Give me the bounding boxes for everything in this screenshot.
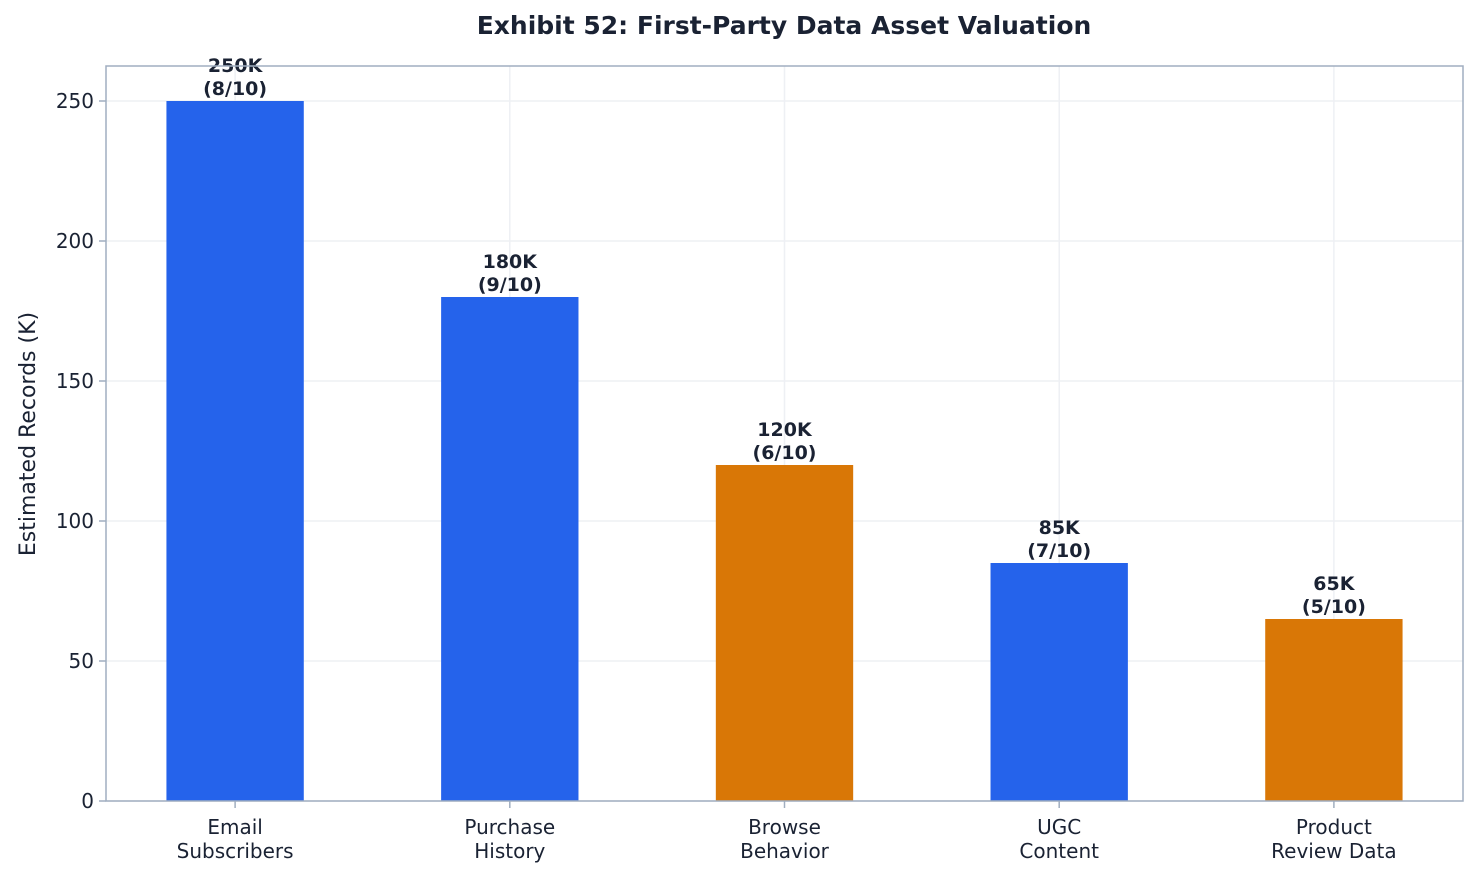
data-label: 65K [1313, 573, 1355, 595]
x-tick-label: Review Data [1271, 839, 1396, 863]
bar [1265, 619, 1403, 801]
bar [715, 465, 854, 801]
chart-title: Exhibit 52: First-Party Data Asset Valua… [477, 11, 1092, 40]
y-tick-label: 250 [56, 89, 94, 113]
bar [166, 101, 304, 801]
data-label: (8/10) [203, 78, 267, 100]
y-tick-label: 0 [81, 789, 94, 813]
data-label: (9/10) [478, 274, 542, 296]
x-tick-label: UGC [1037, 815, 1081, 839]
y-tick-label: 150 [56, 369, 94, 393]
x-tick-label: History [474, 839, 545, 863]
x-tick-label: Behavior [740, 839, 830, 863]
x-tick-label: Subscribers [177, 839, 294, 863]
plot-frame [105, 65, 1464, 802]
y-tick-label: 50 [69, 649, 94, 673]
x-tick-label: Browse [748, 815, 821, 839]
data-label: (6/10) [753, 442, 817, 464]
data-label: (5/10) [1302, 596, 1366, 618]
data-label: (7/10) [1027, 540, 1091, 562]
y-axis-label: Estimated Records (K) [16, 312, 41, 556]
x-tick-label: Email [207, 815, 263, 839]
bar [441, 297, 579, 801]
y-tick-label: 200 [56, 229, 94, 253]
bar [990, 563, 1128, 801]
x-tick-label: Content [1019, 839, 1099, 863]
data-label: 85K [1039, 517, 1081, 539]
x-tick-label: Purchase [464, 815, 555, 839]
data-label: 180K [483, 251, 539, 273]
y-tick-label: 100 [56, 509, 94, 533]
x-tick-label: Product [1296, 815, 1372, 839]
data-label: 120K [757, 419, 813, 441]
bars [166, 101, 1403, 801]
